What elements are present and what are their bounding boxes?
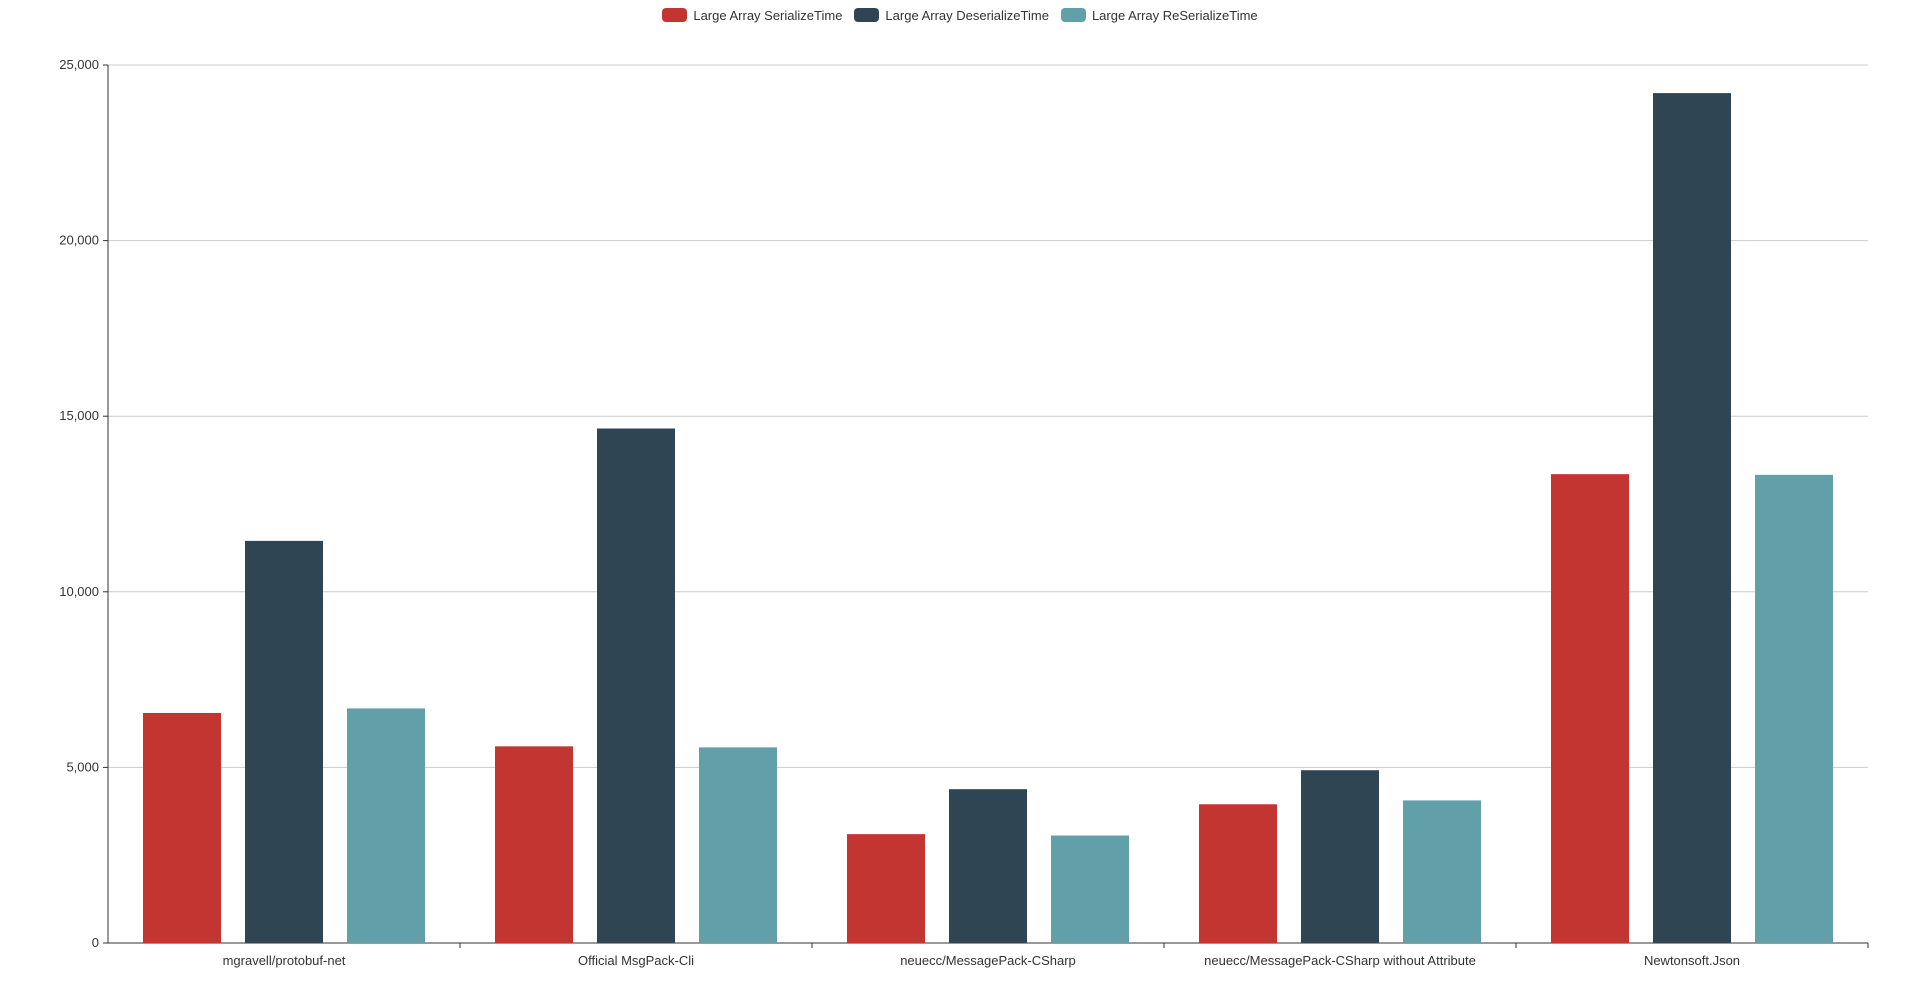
bar[interactable]: [1199, 804, 1277, 943]
legend-label-reserialize: Large Array ReSerializeTime: [1091, 7, 1258, 23]
bar[interactable]: [495, 746, 573, 943]
bar[interactable]: [1403, 800, 1481, 943]
bar[interactable]: [847, 834, 925, 943]
bar[interactable]: [1301, 770, 1379, 943]
bar[interactable]: [1051, 835, 1129, 943]
legend-item-reserialize[interactable]: Large Array ReSerializeTime: [1060, 7, 1258, 23]
x-tick-label: Newtonsoft.Json: [1644, 953, 1740, 968]
x-tick-label: Official MsgPack-Cli: [578, 953, 694, 968]
legend-swatch-reserialize: [1060, 8, 1086, 22]
x-tick-label: mgravell/protobuf-net: [223, 953, 346, 968]
bar[interactable]: [1551, 474, 1629, 943]
legend-swatch-deserialize: [854, 8, 880, 22]
x-tick-label: neuecc/MessagePack-CSharp: [900, 953, 1076, 968]
y-tick-label: 15,000: [59, 408, 99, 423]
bar[interactable]: [1755, 474, 1833, 943]
y-tick-label: 0: [92, 935, 99, 950]
bar[interactable]: [597, 428, 675, 943]
y-tick-label: 10,000: [59, 584, 99, 599]
legend-label-serialize: Large Array SerializeTime: [693, 7, 843, 23]
bar[interactable]: [347, 708, 425, 943]
legend-item-deserialize[interactable]: Large Array DeserializeTime: [854, 8, 1049, 23]
bar[interactable]: [143, 712, 221, 943]
legend-item-serialize[interactable]: Large Array SerializeTime: [662, 8, 842, 23]
bar[interactable]: [699, 747, 777, 943]
x-tick-label: neuecc/MessagePack-CSharp without Attrib…: [1204, 953, 1476, 968]
y-tick-label: 20,000: [59, 233, 99, 248]
legend-swatch-serialize: [662, 8, 688, 22]
legend-label-deserialize: Large Array DeserializeTime: [885, 7, 1049, 23]
bar[interactable]: [1653, 93, 1731, 943]
y-tick-label: 5,000: [66, 759, 99, 774]
bar[interactable]: [949, 789, 1027, 943]
legend: Large Array SerializeTime Large Array De…: [0, 4, 1920, 26]
y-tick-label: 25,000: [59, 57, 99, 72]
bar[interactable]: [245, 540, 323, 943]
